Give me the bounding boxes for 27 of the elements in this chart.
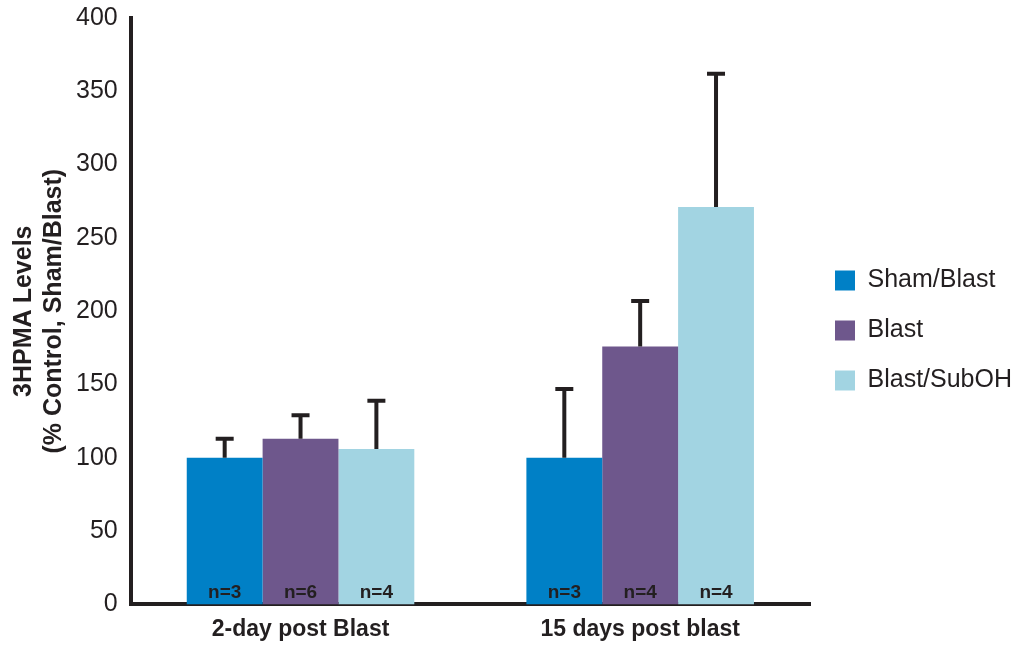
bar [262, 438, 339, 605]
bar [678, 207, 754, 605]
bar [186, 457, 263, 605]
legend-label: Sham/Blast [867, 264, 996, 293]
bar [602, 346, 679, 605]
y-tick-label: 0 [103, 588, 118, 617]
y-tick-label: 100 [75, 441, 118, 470]
legend-label: Blast/SubOH [867, 364, 1013, 393]
bar [526, 457, 603, 605]
legend-label: Blast [867, 314, 924, 343]
y-tick-label: 300 [75, 148, 118, 177]
bar [338, 449, 415, 605]
annotation: n=3 [208, 581, 242, 603]
y-tick-label: 150 [75, 368, 118, 397]
y-tick-label: 250 [75, 221, 118, 250]
annotation: n=3 [547, 581, 581, 603]
y-tick-label: 400 [75, 1, 118, 30]
x-tick-label: 15 days post blast [540, 614, 741, 641]
y-tick-label: 50 [89, 514, 118, 543]
x-tick-label: 2-day post Blast [211, 614, 390, 641]
y-axis-title: 3HPMA Levels (% Control, Sham/Blast) [7, 168, 66, 454]
y-tick-label: 200 [75, 295, 118, 324]
y-tick-label: 350 [75, 75, 118, 104]
annotation: n=4 [623, 581, 658, 603]
annotation: n=6 [283, 581, 318, 603]
annotation: n=4 [359, 581, 394, 603]
annotation: n=4 [699, 581, 734, 603]
